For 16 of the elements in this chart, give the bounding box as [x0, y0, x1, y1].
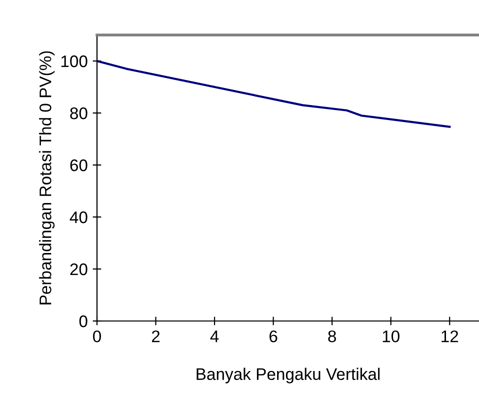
y-tick-label: 60 — [70, 159, 88, 172]
y-tick-label: 80 — [70, 107, 88, 120]
x-tick-label: 4 — [210, 330, 219, 342]
x-tick-label: 12 — [442, 330, 458, 342]
y-tick-label: 100 — [61, 55, 88, 68]
x-tick-label: 0 — [93, 330, 101, 342]
x-tick-label: 2 — [152, 330, 160, 342]
y-tick-label: 0 — [79, 315, 88, 328]
y-axis-title: Perbandingan Rotasi Thd 0 PV(%) — [39, 51, 55, 304]
x-axis-title: Banyak Pengaku Vertikal — [196, 368, 380, 384]
y-tick-label: 20 — [70, 263, 88, 276]
x-tick-label: 10 — [382, 330, 400, 342]
y-tick-label: 40 — [70, 211, 88, 224]
x-tick-label: 6 — [270, 330, 278, 342]
line-series — [97, 60, 451, 128]
x-tick-label: 8 — [328, 330, 336, 342]
